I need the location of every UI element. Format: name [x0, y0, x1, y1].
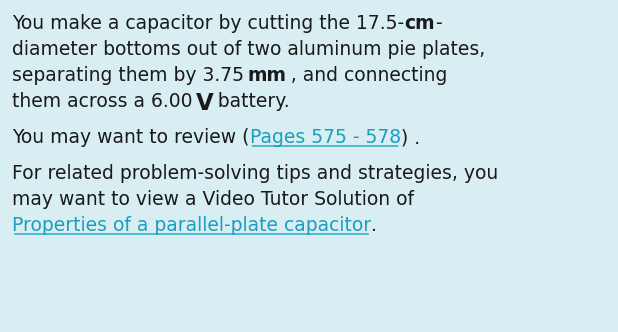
- Text: For related problem-solving tips and strategies, you: For related problem-solving tips and str…: [12, 164, 498, 183]
- Text: V: V: [197, 92, 214, 115]
- Text: You make a capacitor by cutting the 17.5-: You make a capacitor by cutting the 17.5…: [12, 14, 404, 33]
- Text: separating them by 3.75: separating them by 3.75: [12, 66, 248, 85]
- Text: , and connecting: , and connecting: [287, 66, 447, 85]
- Text: them across a 6.00: them across a 6.00: [12, 92, 197, 111]
- Text: ) .: ) .: [400, 128, 420, 147]
- Text: mm: mm: [248, 66, 287, 85]
- Text: may want to view a Video Tutor Solution of: may want to view a Video Tutor Solution …: [12, 190, 414, 209]
- Text: You may want to review (: You may want to review (: [12, 128, 250, 147]
- Text: Pages 575 - 578: Pages 575 - 578: [250, 128, 400, 147]
- Text: battery.: battery.: [214, 92, 290, 111]
- Text: diameter bottoms out of two aluminum pie plates,: diameter bottoms out of two aluminum pie…: [12, 40, 485, 59]
- Text: .: .: [371, 216, 377, 235]
- Text: Properties of a parallel-plate capacitor: Properties of a parallel-plate capacitor: [12, 216, 371, 235]
- Text: cm: cm: [404, 14, 434, 33]
- Text: -: -: [434, 14, 441, 33]
